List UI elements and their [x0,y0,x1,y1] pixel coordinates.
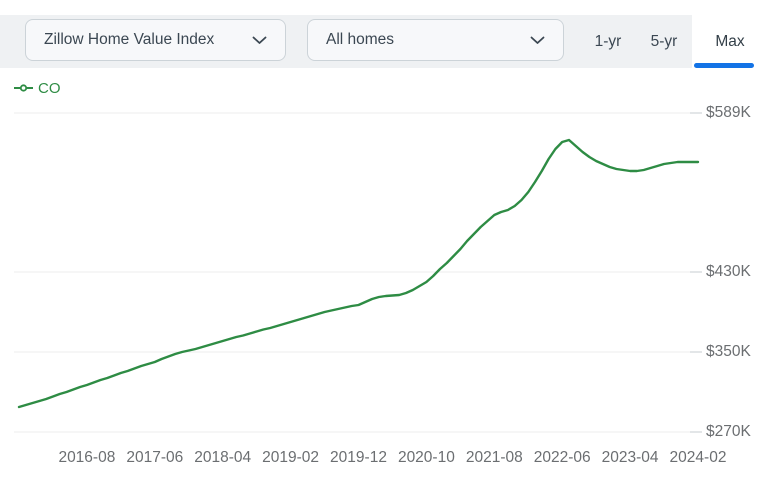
chevron-down-icon [252,36,267,44]
x-axis-label: 2016-08 [58,449,116,466]
y-axis-label: $270K [706,423,751,440]
y-axis-label: $430K [706,263,751,280]
x-axis-label: 2019-12 [330,449,387,466]
metric-dropdown[interactable]: Zillow Home Value Index [25,19,286,61]
series-line-co[interactable] [17,138,700,409]
x-axis-label: 2017-06 [126,449,184,466]
x-axis-label: 2022-06 [533,449,591,466]
chevron-down-icon [530,36,545,44]
home-type-dropdown-value: All homes [326,31,395,48]
legend-item-co[interactable]: CO [14,79,61,97]
x-axis-label: 2024-02 [669,449,727,466]
x-axis-label: 2018-04 [194,449,252,466]
range-button-max[interactable]: Max [692,15,768,68]
legend-series-label: CO [38,79,61,97]
x-axis-label: 2020-10 [397,449,455,466]
metric-dropdown-value: Zillow Home Value Index [44,31,215,48]
x-axis-label: 2023-04 [601,449,659,466]
home-type-dropdown[interactable]: All homes [307,19,564,61]
series-marker-icon [14,84,33,92]
range-button-1yr[interactable]: 1-yr [580,15,636,68]
range-button-5yr[interactable]: 5-yr [636,15,692,68]
y-axis-label: $350K [706,343,751,360]
chart-toolbar: Zillow Home Value Index All homes 1-yr 5… [0,15,768,68]
range-selector: 1-yr 5-yr Max [580,15,768,68]
y-axis-label: $589K [706,104,751,121]
x-axis-label: 2019-02 [262,449,320,466]
x-axis-label: 2021-08 [465,449,523,466]
